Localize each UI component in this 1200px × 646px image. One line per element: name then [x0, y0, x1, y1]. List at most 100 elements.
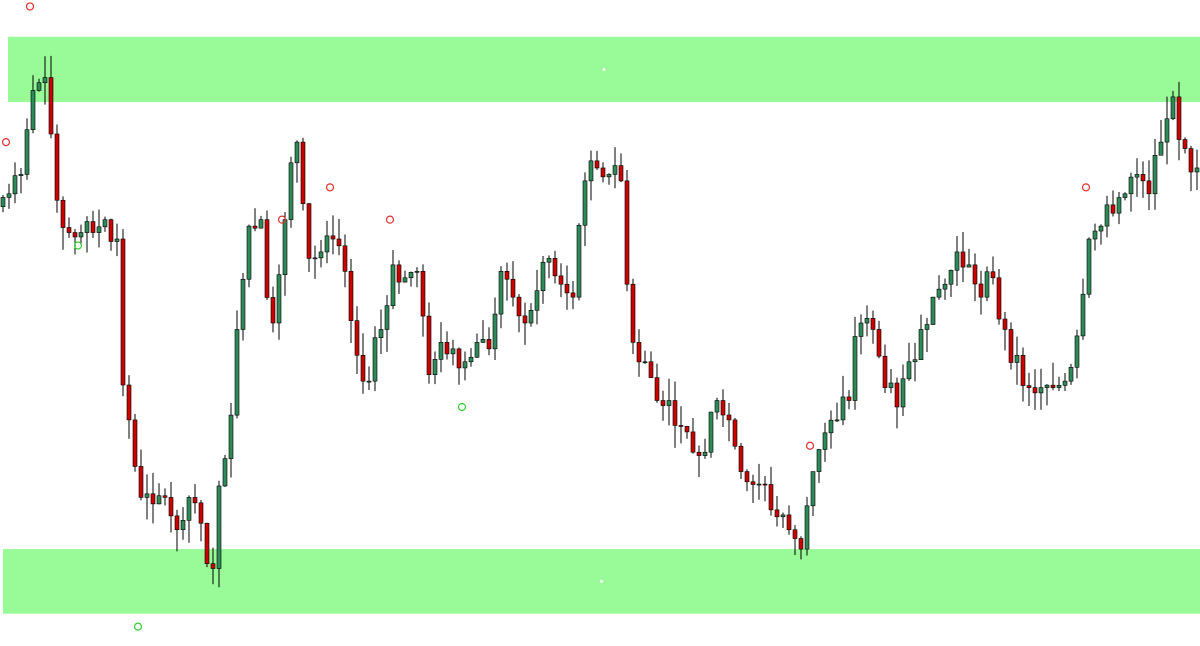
- bear-candle: [972, 264, 978, 285]
- bull-candle: [1116, 197, 1122, 214]
- bear-candle: [342, 245, 348, 272]
- bull-candle: [912, 359, 918, 363]
- bull-candle: [480, 339, 486, 343]
- bull-candle: [156, 495, 162, 505]
- bear-candle: [456, 348, 462, 369]
- bull-candle: [234, 329, 240, 416]
- bull-candle: [294, 141, 300, 164]
- bull-candle: [282, 219, 288, 275]
- bear-candle: [348, 271, 354, 321]
- bear-candle: [1146, 180, 1152, 195]
- bull-candle: [864, 318, 870, 324]
- bull-candle: [534, 290, 540, 311]
- bull-candle: [438, 342, 444, 360]
- bear-candle: [846, 396, 852, 401]
- bull-candle: [966, 264, 972, 268]
- bear-candle: [72, 232, 78, 238]
- bear-candle: [870, 318, 876, 330]
- bear-candle: [486, 339, 492, 350]
- bull-candle: [228, 414, 234, 459]
- bear-candle: [750, 481, 756, 485]
- bear-candle: [1032, 387, 1038, 394]
- bull-candle: [30, 90, 36, 130]
- bull-candle: [180, 520, 186, 531]
- bull-candle: [858, 322, 864, 337]
- bear-candle: [120, 238, 126, 386]
- bull-candle: [1068, 366, 1074, 382]
- bull-candle: [900, 378, 906, 408]
- bear-candle: [360, 354, 366, 382]
- bull-candle: [366, 380, 372, 383]
- bear-candle: [1182, 139, 1188, 149]
- bear-candle: [558, 275, 564, 285]
- bull-candle: [144, 493, 150, 498]
- bear-candle: [1008, 329, 1014, 363]
- bull-candle: [810, 471, 816, 507]
- bull-candle: [402, 277, 408, 283]
- bull-candle: [390, 264, 396, 306]
- bull-candle: [1086, 238, 1092, 295]
- swing-high-marker: [25, 2, 35, 11]
- swing-low-marker: [73, 241, 83, 250]
- bear-candle: [726, 414, 732, 421]
- bear-candle: [570, 292, 576, 298]
- bull-candle: [936, 288, 942, 298]
- bear-candle: [396, 264, 402, 283]
- bear-candle: [648, 361, 654, 378]
- bull-candle: [468, 356, 474, 363]
- bear-candle: [876, 329, 882, 357]
- bear-candle: [1110, 204, 1116, 214]
- bear-candle: [1026, 385, 1032, 388]
- bear-candle: [1188, 148, 1194, 173]
- swing-high-marker: [277, 215, 287, 224]
- bear-candle: [162, 495, 168, 498]
- bear-candle: [690, 431, 696, 453]
- bull-candle: [918, 329, 924, 361]
- bear-candle: [1140, 174, 1146, 182]
- bull-candle: [36, 82, 42, 91]
- bull-candle: [528, 310, 534, 324]
- bull-candle: [588, 160, 594, 182]
- bull-candle: [756, 483, 762, 486]
- bear-candle: [744, 471, 750, 483]
- bull-candle: [828, 419, 834, 434]
- bear-candle: [684, 426, 690, 433]
- bear-candle: [126, 384, 132, 421]
- bear-candle: [444, 342, 450, 355]
- bull-candle: [246, 225, 252, 280]
- bear-candle: [564, 283, 570, 294]
- bull-candle: [984, 271, 990, 298]
- bull-candle: [702, 451, 708, 456]
- bear-candle: [150, 493, 156, 505]
- bull-candle: [492, 313, 498, 350]
- bull-candle: [498, 271, 504, 315]
- bear-candle: [48, 77, 54, 135]
- bull-candle: [378, 329, 384, 338]
- bear-candle: [600, 167, 606, 178]
- bear-candle: [54, 133, 60, 201]
- bull-candle: [1170, 96, 1176, 120]
- bull-candle: [12, 175, 18, 195]
- bull-candle: [852, 336, 858, 401]
- bull-candle: [1194, 167, 1200, 173]
- bear-candle: [1050, 384, 1056, 388]
- bear-candle: [768, 484, 774, 511]
- bear-candle: [90, 221, 96, 233]
- bull-candle: [1164, 118, 1170, 143]
- bear-candle: [732, 419, 738, 447]
- bear-candle: [198, 502, 204, 524]
- bull-candle: [24, 129, 30, 175]
- bull-candle: [906, 361, 912, 380]
- bear-candle: [420, 271, 426, 317]
- swing-low-marker: [457, 402, 467, 412]
- bull-candle: [1044, 384, 1050, 388]
- bull-candle: [462, 361, 468, 369]
- swing-high-marker: [325, 183, 335, 192]
- bull-candle: [948, 269, 954, 285]
- bear-candle: [1020, 354, 1026, 386]
- bear-candle: [60, 199, 66, 228]
- bull-candle: [1038, 387, 1044, 394]
- bull-candle: [924, 324, 930, 330]
- bull-candle: [1062, 380, 1068, 386]
- bull-candle: [1122, 193, 1128, 198]
